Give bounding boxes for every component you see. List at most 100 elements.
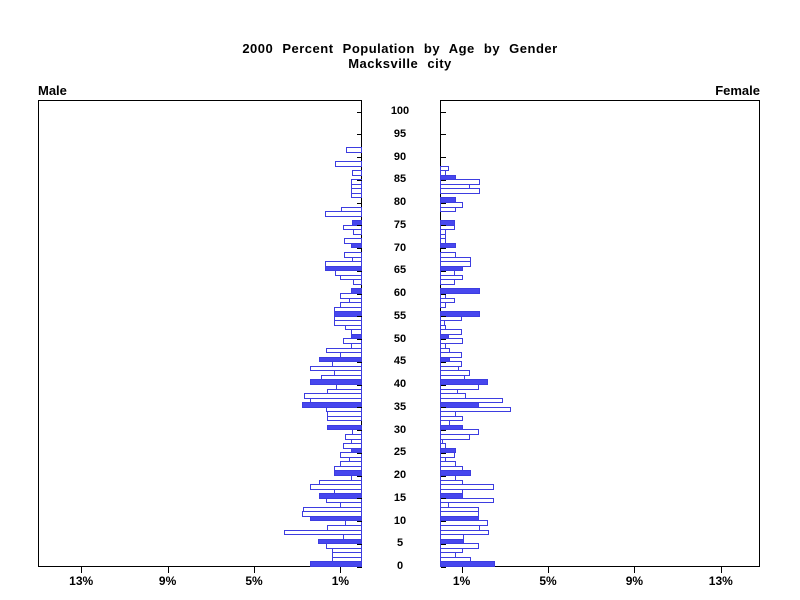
female-age-axis-tick bbox=[441, 270, 446, 272]
female-age-axis-tick bbox=[441, 225, 446, 227]
male-pct-axis-tick bbox=[340, 567, 342, 573]
male-age-axis-tick bbox=[357, 225, 362, 227]
pyramid-bar-female-age-75 bbox=[440, 220, 456, 226]
female-age-axis-tick bbox=[441, 407, 446, 409]
age-tick-label: 10 bbox=[393, 514, 407, 527]
pyramid-bar-female-age-46 bbox=[440, 352, 462, 358]
male-pct-tick-label: 13% bbox=[69, 574, 94, 588]
male-panel-label: Male bbox=[38, 83, 67, 98]
female-age-axis-tick bbox=[441, 248, 446, 249]
pyramid-bar-female-age-12 bbox=[440, 506, 479, 513]
age-tick-label: 75 bbox=[393, 218, 407, 231]
male-age-axis-tick bbox=[357, 475, 362, 477]
female-age-axis-tick bbox=[441, 475, 446, 477]
age-tick-label: 30 bbox=[393, 423, 407, 436]
age-tick-label: 60 bbox=[393, 287, 407, 299]
pyramid-bar-male-age-78 bbox=[341, 206, 362, 213]
age-tick-label: 90 bbox=[393, 150, 407, 163]
pyramid-bar-female-age-87 bbox=[440, 165, 449, 172]
pyramid-bar-female-age-55 bbox=[440, 311, 480, 317]
pyramid-bar-female-age-70 bbox=[440, 242, 457, 249]
pyramid-bar-female-age-30 bbox=[440, 424, 463, 431]
pyramid-bar-female-age-80 bbox=[440, 197, 457, 203]
pyramid-bar-male-age-47 bbox=[326, 347, 362, 354]
pyramid-bar-female-age-22 bbox=[440, 461, 457, 467]
age-tick-label: 25 bbox=[393, 446, 407, 459]
age-tick-label: 15 bbox=[393, 491, 407, 504]
female-age-axis-tick bbox=[441, 202, 446, 204]
pyramid-bar-female-age-26 bbox=[440, 443, 447, 449]
female-age-axis-tick bbox=[441, 452, 446, 454]
male-pct-tick-label: 1% bbox=[331, 574, 350, 588]
pyramid-bar-male-age-8 bbox=[327, 525, 362, 531]
chart-title: 2000 Percent Population by Age by Gender bbox=[242, 41, 558, 56]
female-age-axis-tick bbox=[441, 157, 446, 158]
age-tick-label: 45 bbox=[393, 355, 407, 368]
chart-subtitle: Macksville city bbox=[348, 56, 452, 71]
pyramid-bar-male-age-7 bbox=[284, 529, 362, 536]
age-tick-label: 5 bbox=[396, 537, 404, 550]
female-pct-tick-label: 9% bbox=[625, 574, 644, 588]
male-age-axis-tick bbox=[357, 566, 362, 568]
pyramid-bar-male-age-18 bbox=[318, 479, 362, 486]
age-tick-label: 20 bbox=[393, 469, 407, 481]
pyramid-bar-female-age-44 bbox=[440, 361, 462, 367]
pyramid-bar-male-age-66 bbox=[325, 261, 362, 267]
female-age-axis-tick bbox=[441, 361, 446, 363]
pyramid-bar-male-age-30 bbox=[327, 424, 362, 431]
male-age-axis-tick bbox=[357, 521, 362, 522]
pyramid-bar-male-age-84 bbox=[351, 179, 362, 185]
age-tick-label: 80 bbox=[393, 196, 407, 208]
age-tick-label: 55 bbox=[393, 309, 407, 322]
male-age-axis-tick bbox=[357, 157, 362, 158]
male-pct-tick-label: 9% bbox=[158, 574, 177, 588]
male-age-axis-tick bbox=[357, 430, 362, 431]
pyramid-bar-male-age-71 bbox=[343, 238, 362, 244]
pyramid-bar-male-age-5 bbox=[317, 538, 362, 545]
male-age-axis-tick bbox=[357, 248, 362, 249]
age-tick-label: 50 bbox=[393, 332, 407, 345]
age-tick-label: 95 bbox=[393, 127, 407, 140]
female-age-axis-tick bbox=[441, 111, 446, 113]
pyramid-bar-female-age-51 bbox=[440, 329, 462, 335]
female-pct-axis-tick bbox=[720, 567, 722, 573]
pyramid-bar-male-age-60 bbox=[351, 288, 362, 294]
male-pct-axis-tick bbox=[167, 567, 169, 573]
male-age-axis-tick bbox=[357, 202, 362, 204]
age-tick-label: 65 bbox=[393, 264, 407, 277]
pyramid-bar-female-age-58 bbox=[440, 297, 456, 304]
male-age-axis-tick bbox=[357, 293, 362, 295]
male-age-axis-tick bbox=[357, 339, 362, 340]
female-age-axis-tick bbox=[441, 498, 446, 500]
pyramid-bar-female-age-68 bbox=[440, 252, 457, 258]
male-panel bbox=[38, 100, 362, 567]
pyramid-bar-female-age-36 bbox=[440, 397, 503, 404]
age-tick-label: 0 bbox=[396, 560, 404, 572]
female-age-axis-tick bbox=[441, 316, 446, 318]
female-age-axis-tick bbox=[441, 430, 446, 431]
age-tick-label: 40 bbox=[393, 378, 407, 390]
male-age-axis-tick bbox=[357, 134, 362, 136]
pyramid-bar-male-age-68 bbox=[343, 252, 362, 258]
pyramid-bar-female-age-84 bbox=[440, 179, 480, 185]
male-age-axis-tick bbox=[357, 316, 362, 318]
female-age-axis-tick bbox=[441, 293, 446, 295]
male-age-axis-tick bbox=[357, 361, 362, 363]
female-pct-axis-tick bbox=[634, 567, 636, 573]
female-pct-tick-label: 1% bbox=[452, 574, 471, 588]
female-pct-tick-label: 5% bbox=[539, 574, 557, 588]
pyramid-bar-male-age-88 bbox=[335, 161, 362, 167]
male-age-axis-tick bbox=[357, 179, 362, 181]
male-age-axis-tick bbox=[357, 384, 362, 386]
female-age-axis-tick bbox=[441, 179, 446, 181]
female-age-axis-tick bbox=[441, 566, 446, 568]
age-tick-label: 70 bbox=[393, 241, 407, 254]
pyramid-bar-female-age-17 bbox=[440, 484, 494, 490]
female-pct-tick-label: 13% bbox=[708, 574, 733, 588]
age-tick-label: 85 bbox=[393, 173, 407, 186]
female-pct-axis-tick bbox=[461, 567, 463, 573]
age-tick-label: 35 bbox=[393, 400, 407, 413]
pyramid-bar-male-age-12 bbox=[302, 506, 362, 513]
male-pct-axis-tick bbox=[81, 567, 83, 573]
